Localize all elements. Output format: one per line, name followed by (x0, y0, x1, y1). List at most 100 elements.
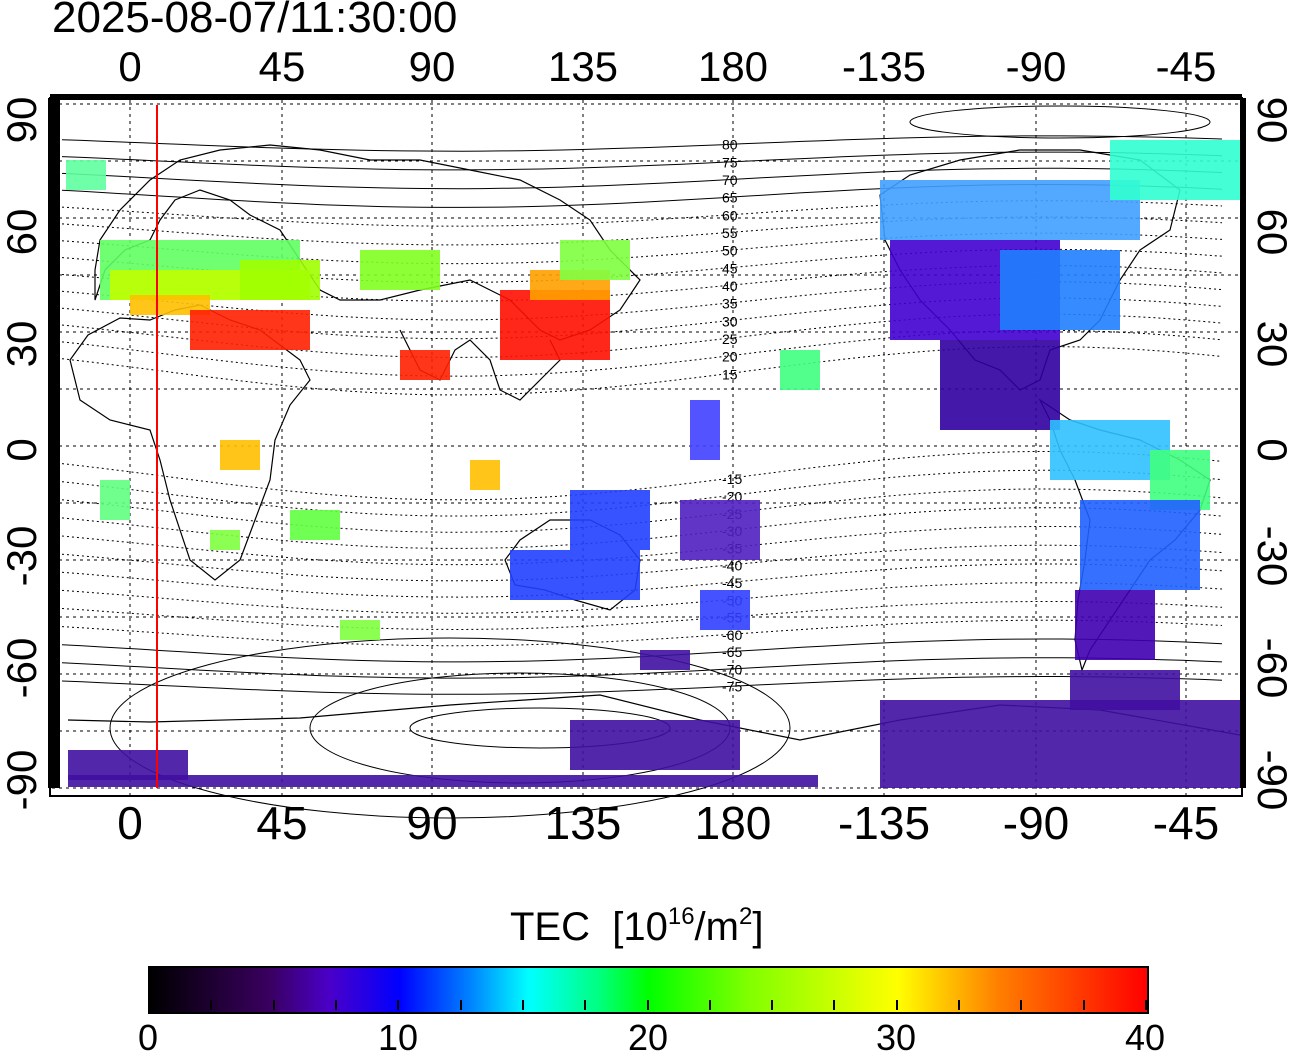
tec-patch (880, 180, 1140, 240)
maglat-contour (61, 450, 1223, 501)
tec-patch (360, 250, 440, 290)
colorbar-minor-tick (521, 1000, 524, 1010)
tec-patch (340, 620, 380, 640)
maglat-label: 65 (722, 190, 738, 206)
colorbar-minor-tick (459, 1000, 462, 1010)
tec-map: 8075706560555045403530252015-15-20-25-30… (48, 94, 1246, 819)
tec-patch (640, 650, 690, 670)
colorbar-minor-tick (646, 1000, 649, 1010)
colorbar-minor-tick (210, 1000, 213, 1010)
tec-patch (680, 500, 760, 560)
maglat-label: 75 (722, 154, 738, 170)
lon-tick-bottom: 90 (406, 797, 458, 849)
maglat-contour (61, 657, 1223, 679)
maglat-contour (61, 167, 1223, 190)
tec-patch (940, 340, 1060, 430)
maglat-label: -60 (722, 627, 742, 643)
maglat-contour (61, 297, 1223, 340)
tec-patch (1110, 140, 1240, 200)
lat-tick-right: 30 (1249, 320, 1294, 368)
maglat-contour (61, 601, 1223, 631)
lat-tick-left: 60 (0, 208, 45, 256)
lat-tick-right: -30 (1249, 525, 1294, 587)
lon-tick-top: 45 (258, 43, 306, 90)
tec-patch (68, 775, 818, 787)
lat-tick-right: 60 (1249, 208, 1294, 256)
lon-tick-bottom: 180 (694, 797, 772, 849)
maglat-label: 35 (722, 296, 738, 312)
maglat-contour (61, 232, 1223, 265)
maglat-label: 30 (722, 313, 738, 329)
tec-patch (66, 160, 106, 190)
maglat-contour (61, 264, 1223, 302)
lat-tick-right: 90 (1249, 96, 1294, 144)
maglat-label: 25 (722, 331, 738, 347)
maglat-contour (61, 619, 1223, 647)
map-frame-right-bar (1240, 98, 1246, 788)
colorbar-minor-tick (958, 1000, 961, 1010)
lat-tick-left: -90 (0, 749, 45, 811)
lon-tick-bottom: 0 (117, 797, 143, 849)
maglat-contour (61, 544, 1223, 582)
tec-patch (220, 440, 260, 470)
colorbar-tick-label: 0 (137, 1017, 159, 1058)
maglat-label: 80 (722, 137, 738, 153)
maglat-contour (61, 281, 1223, 321)
lat-tick-left: 90 (0, 96, 45, 144)
tec-patch (1075, 590, 1155, 660)
lat-tick-right: -90 (1249, 749, 1294, 811)
colorbar-minor-tick (771, 1000, 774, 1010)
colorbar-minor-tick (1145, 1000, 1147, 1010)
maglat-label: 50 (722, 243, 738, 259)
lat-tick-left: 30 (0, 320, 45, 368)
lon-tick-top: -90 (1005, 43, 1067, 90)
maglat-contour (61, 469, 1223, 517)
tec-patch (500, 290, 610, 360)
lon-tick-top: -45 (1155, 43, 1217, 90)
maglat-contour (61, 676, 1223, 695)
maglat-label: -45 (722, 575, 742, 591)
timestamp: 2025-08-07/11:30:00 (52, 0, 458, 42)
colorbar-title-unit: [1016/m2] (612, 903, 764, 949)
lat-tick-left: -60 (0, 637, 45, 699)
maglat-contour (61, 248, 1223, 283)
colorbar (148, 966, 1149, 1014)
lon-tick-bottom: 135 (544, 797, 622, 849)
tec-patch (780, 350, 820, 390)
tec-patch (510, 550, 640, 600)
colorbar-tick-label: 20 (627, 1017, 669, 1058)
lat-tick-right: -60 (1249, 637, 1294, 699)
tec-patch (100, 480, 130, 520)
maglat-label: 60 (722, 207, 738, 223)
tec-patch (690, 400, 720, 460)
maglat-contour (61, 582, 1223, 614)
colorbar-minor-tick (708, 1000, 711, 1010)
tec-patch (290, 510, 340, 540)
tec-patch (880, 700, 1240, 788)
tec-data-patches (66, 140, 1240, 788)
lon-tick-top: 0 (118, 43, 142, 90)
maglat-contour (61, 563, 1223, 598)
colorbar-minor-tick (833, 1000, 836, 1010)
lon-tick-top: -135 (841, 43, 927, 90)
tec-patch (570, 490, 650, 550)
lon-tick-bottom: -45 (1152, 797, 1220, 849)
maglat-contour (61, 200, 1223, 227)
lat-tick-left: -30 (0, 525, 45, 587)
maglat-label: -15 (722, 471, 742, 487)
colorbar-minor-tick (272, 1000, 275, 1010)
lat-tick-left: 0 (0, 438, 45, 462)
tec-patch (210, 530, 240, 550)
colorbar-tick-label: 10 (377, 1017, 419, 1058)
lat-tick-right: 0 (1249, 438, 1294, 462)
lon-tick-bottom: -90 (1002, 797, 1070, 849)
tec-patch (470, 460, 500, 490)
maglat-contour (61, 135, 1223, 152)
colorbar-minor-tick (584, 1000, 587, 1010)
maglat-label: 55 (722, 225, 738, 241)
colorbar-minor-tick (1020, 1000, 1023, 1010)
lon-tick-top: 90 (408, 43, 456, 90)
tec-patch (1080, 500, 1200, 590)
tec-patch (1070, 670, 1180, 710)
colorbar-minor-tick (397, 1000, 400, 1010)
